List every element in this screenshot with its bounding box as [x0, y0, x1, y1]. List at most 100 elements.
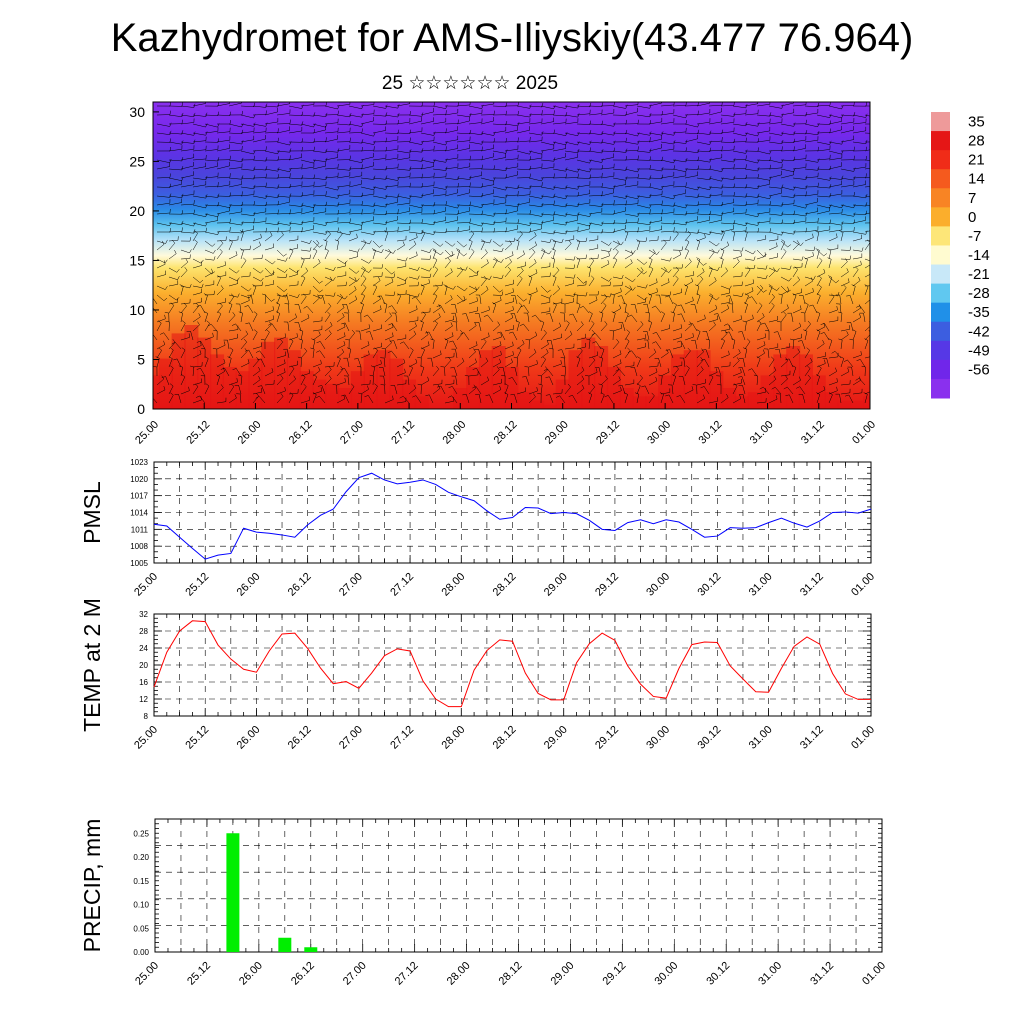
wind-barb-staff [312, 185, 326, 188]
wind-barb-staff [204, 159, 218, 162]
wind-barb-staff [252, 105, 266, 108]
wind-barb-staff [156, 263, 166, 269]
wind-barb-staff [240, 313, 243, 323]
wind-barb-staff [156, 389, 166, 395]
wind-barb [300, 203, 316, 208]
wind-barb [240, 166, 256, 171]
wind-barb [216, 271, 227, 278]
wind-barb-flag [373, 140, 376, 145]
wind-barb-staff [348, 267, 357, 274]
wind-barb [264, 267, 275, 275]
wind-barb-staff [276, 130, 290, 134]
wind-barb [264, 107, 278, 116]
wind-barb-staff [276, 230, 290, 233]
wind-barb-flag [241, 110, 243, 115]
wind-barb-flag [265, 182, 267, 187]
wind-barb [212, 348, 218, 359]
wind-barb-flag [277, 227, 279, 232]
wind-barb-staff [324, 195, 338, 199]
wind-barb [252, 135, 266, 143]
wind-barb-staff [324, 306, 332, 314]
wind-barb-flag [220, 367, 225, 370]
wind-barb-flag [257, 358, 262, 361]
wind-barb-staff [156, 285, 166, 290]
wind-barb-staff [252, 346, 262, 350]
wind-barb-flag [385, 185, 388, 190]
wind-barb [231, 323, 242, 332]
wind-barb-staff [348, 141, 362, 144]
wind-barb [180, 161, 194, 170]
wind-barb-flag [373, 202, 376, 207]
wind-barb [228, 378, 238, 386]
warm-pocket [325, 383, 340, 409]
wind-barb-staff [252, 221, 266, 224]
wind-barb-staff [264, 132, 278, 134]
wind-barb-flag [213, 290, 215, 295]
wind-barb [180, 118, 195, 125]
wind-barb-flag [354, 285, 357, 290]
wind-barb-flag [249, 245, 251, 250]
wind-barb-flag [217, 275, 221, 279]
wind-barb-staff [288, 123, 302, 126]
wind-barb-staff [264, 283, 274, 287]
wind-barb-staff [180, 231, 194, 234]
wind-barb-flag [319, 280, 323, 284]
wind-barb-flag [252, 284, 257, 287]
wind-barb-staff [228, 276, 238, 282]
wind-barb-staff [240, 362, 250, 368]
wind-barb-flag [330, 321, 333, 326]
wind-barb-flag [362, 266, 366, 270]
wind-barb-staff [258, 396, 266, 404]
wind-barb-flag [164, 312, 169, 314]
wind-barb-staff [360, 149, 374, 152]
wind-barb [264, 117, 279, 125]
wind-barb-staff [288, 364, 298, 368]
wind-barb-staff [372, 195, 386, 199]
wind-barb-flag [341, 348, 345, 353]
wind-barb [348, 295, 358, 305]
wind-barb [336, 144, 351, 152]
wind-barb [299, 329, 304, 341]
wind-barb-staff [192, 195, 206, 199]
wind-barb [180, 267, 188, 278]
wind-barb [153, 366, 158, 377]
wind-barb [180, 200, 195, 206]
wind-barb [244, 349, 254, 359]
wind-barb [284, 303, 290, 314]
wind-barb [238, 311, 243, 323]
wind-barb-flag [309, 239, 312, 244]
wind-barb-flag [195, 395, 200, 398]
wind-barb-flag [307, 313, 310, 318]
wind-barb-flag [237, 293, 240, 298]
wind-barb-staff [336, 381, 346, 386]
wind-barb-staff [360, 242, 367, 251]
wind-barb-staff [288, 284, 298, 287]
warm-pocket [248, 358, 263, 409]
wind-barb-flag [289, 148, 292, 153]
wind-barb [168, 112, 184, 117]
wind-barb-staff [180, 261, 188, 269]
wind-barb [204, 356, 209, 368]
wind-barb-staff [190, 331, 194, 341]
wind-barb-staff [252, 360, 260, 368]
wind-barb-staff [204, 165, 218, 170]
wind-barb-flag [361, 113, 364, 118]
wind-barb [204, 102, 219, 107]
wind-barb [192, 112, 208, 117]
wind-barb [203, 293, 208, 305]
wind-barb-staff [180, 165, 194, 170]
wind-barb-flag [318, 331, 321, 336]
wind-barb [245, 322, 254, 332]
wind-barb [348, 329, 355, 341]
wind-barb-staff [216, 131, 230, 134]
wind-barb-flag [196, 340, 201, 343]
wind-barb [276, 198, 290, 206]
wind-barb-staff [180, 114, 194, 117]
wind-barb [348, 113, 364, 118]
wind-barb-flag [373, 132, 376, 137]
wind-barb-flag [317, 294, 320, 299]
warm-pocket [722, 388, 737, 409]
wind-barb-staff [372, 250, 376, 260]
wind-barb-staff [336, 296, 343, 305]
wind-barb-staff [348, 168, 362, 170]
